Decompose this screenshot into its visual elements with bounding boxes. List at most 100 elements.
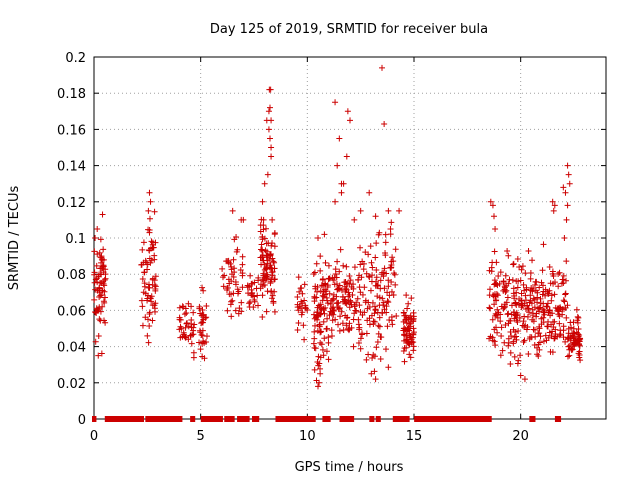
data-point — [575, 350, 582, 357]
data-point — [190, 331, 197, 338]
data-point — [355, 321, 362, 328]
data-point — [403, 292, 410, 299]
data-point — [377, 356, 384, 363]
data-point — [198, 331, 205, 338]
data-point — [347, 277, 354, 284]
data-point — [315, 302, 322, 309]
data-point — [543, 303, 550, 310]
data-point — [486, 304, 493, 311]
data-point — [313, 312, 320, 319]
data-point — [376, 314, 383, 321]
data-point — [494, 306, 501, 313]
data-point — [152, 273, 159, 280]
data-point — [268, 288, 275, 295]
data-point — [139, 322, 146, 329]
data-point — [183, 309, 190, 316]
data-point — [505, 252, 512, 259]
y-axis-label: SRMTID / TECUs — [7, 186, 22, 291]
data-point — [271, 288, 278, 295]
data-point — [261, 266, 268, 273]
data-point — [573, 306, 580, 313]
zero-value-points — [375, 416, 381, 422]
data-point — [561, 235, 568, 241]
data-point — [370, 321, 377, 328]
data-point — [313, 294, 320, 301]
data-point — [269, 240, 276, 247]
data-point — [331, 281, 338, 288]
data-point — [528, 300, 535, 307]
data-point — [225, 259, 232, 266]
data-point — [238, 299, 245, 306]
data-point — [400, 325, 407, 332]
data-point — [539, 282, 546, 289]
data-point — [321, 231, 328, 238]
data-point — [560, 184, 567, 191]
data-point — [345, 298, 352, 305]
data-point — [96, 316, 103, 323]
data-point — [531, 326, 538, 333]
data-point — [552, 326, 559, 333]
data-point — [145, 281, 152, 288]
data-point — [566, 180, 573, 187]
data-point — [548, 292, 555, 299]
data-point — [233, 248, 240, 255]
data-point — [92, 276, 99, 283]
data-point — [300, 322, 307, 329]
data-point — [262, 247, 269, 254]
y-tick-label: 0.12 — [57, 196, 86, 211]
data-point — [492, 342, 499, 349]
data-point — [199, 319, 206, 326]
data-point — [312, 345, 319, 352]
data-point — [408, 338, 415, 345]
data-point — [556, 313, 563, 320]
data-point — [311, 328, 318, 335]
data-point — [296, 303, 303, 310]
data-point — [507, 349, 514, 356]
data-point — [498, 332, 505, 339]
data-point — [507, 360, 514, 367]
data-point — [504, 294, 511, 301]
data-point — [332, 266, 339, 273]
data-point — [489, 316, 496, 323]
data-point — [540, 241, 547, 248]
data-point — [565, 335, 572, 342]
data-point — [548, 297, 555, 304]
data-point — [337, 313, 344, 320]
data-point — [262, 225, 269, 232]
y-tick-label: 0.04 — [57, 341, 86, 356]
data-point — [512, 329, 519, 336]
data-point — [513, 309, 520, 316]
data-point — [263, 308, 270, 315]
data-point — [486, 267, 493, 274]
x-tick-label: 15 — [406, 429, 423, 444]
data-point — [535, 341, 542, 348]
data-point — [371, 353, 378, 360]
data-point — [259, 198, 266, 205]
data-point — [373, 274, 380, 281]
data-point — [101, 299, 108, 306]
data-point — [324, 315, 331, 322]
data-point — [545, 318, 552, 325]
data-point — [190, 309, 197, 316]
data-point — [315, 362, 322, 369]
data-point — [319, 346, 326, 353]
data-point — [381, 120, 388, 127]
data-point — [228, 291, 235, 298]
data-point — [408, 295, 415, 302]
data-point — [145, 339, 152, 346]
data-point — [546, 307, 553, 314]
data-point — [232, 307, 239, 314]
data-point — [501, 301, 508, 308]
data-point — [328, 297, 335, 304]
data-point — [310, 340, 317, 347]
data-point — [182, 324, 189, 331]
data-point — [388, 288, 395, 295]
data-point — [99, 211, 106, 218]
data-point — [148, 238, 155, 245]
data-point — [317, 329, 324, 336]
data-point — [347, 117, 353, 124]
data-point — [271, 231, 278, 238]
data-point — [509, 277, 516, 284]
data-point — [527, 334, 534, 341]
data-point — [536, 305, 543, 312]
